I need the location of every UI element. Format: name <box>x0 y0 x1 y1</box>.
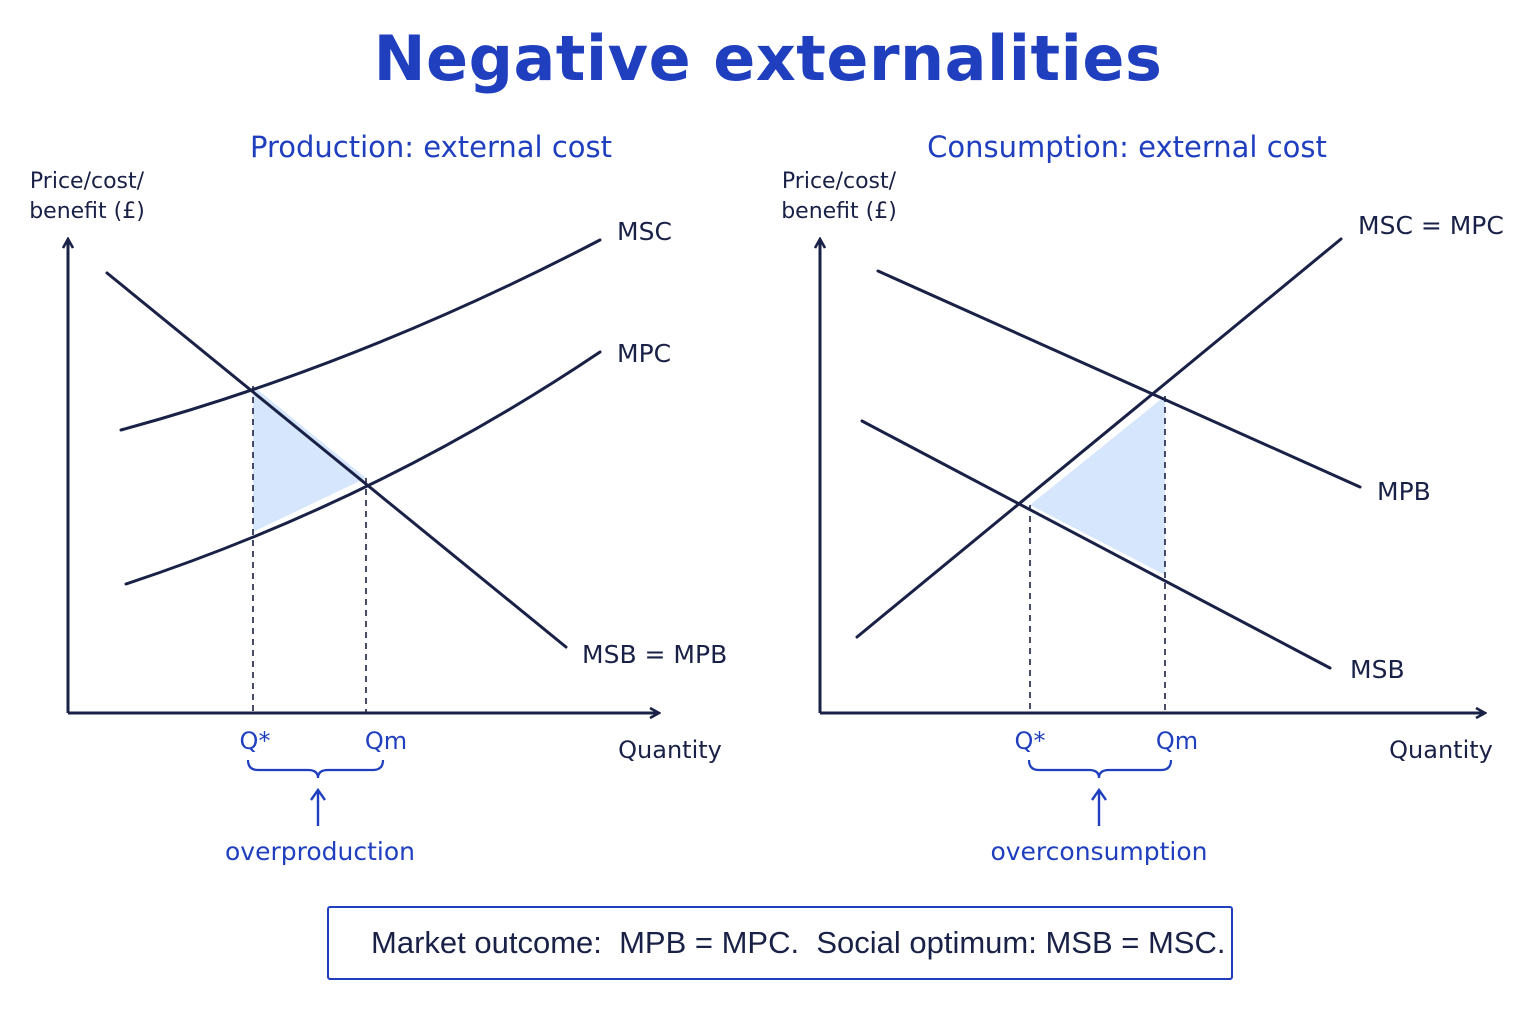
production-y-axis-label-line2: benefit (£) <box>29 199 145 224</box>
production-up-arrow <box>310 787 326 826</box>
production-panel-title: Production: external cost <box>250 130 612 164</box>
production-msb-mpb-curve <box>105 271 568 649</box>
production-qstar-label: Q* <box>240 727 271 755</box>
consumption-msc-mpc-curve <box>855 237 1343 639</box>
consumption-up-arrow <box>1091 787 1107 826</box>
consumption-msb-curve <box>860 419 1332 670</box>
production-msc-curve <box>119 238 602 432</box>
production-mpc-curve <box>124 350 602 586</box>
production-note: overproduction <box>225 837 415 866</box>
page-title: Negative externalities <box>373 22 1163 95</box>
consumption-qm-label: Qm <box>1156 727 1198 755</box>
consumption-panel: Consumption: external cost Price/cost/ b… <box>781 130 1504 866</box>
production-msb-mpb-label: MSB = MPB <box>582 640 727 669</box>
consumption-brace <box>1027 759 1173 779</box>
production-panel: Production: external cost Price/cost/ be… <box>29 130 727 866</box>
production-mpc-label: MPC <box>617 339 671 368</box>
summary-text: Market outcome: MPB = MPC. Social optimu… <box>371 925 1226 960</box>
consumption-x-axis-label: Quantity <box>1389 736 1493 764</box>
consumption-msc-mpc-label: MSC = MPC <box>1358 211 1504 240</box>
consumption-welfare-loss-area <box>1030 396 1165 575</box>
production-x-axis-label: Quantity <box>618 736 722 764</box>
consumption-mpb-curve <box>876 269 1362 489</box>
production-y-axis-label-line1: Price/cost/ <box>30 169 145 194</box>
consumption-mpb-label: MPB <box>1377 477 1431 506</box>
consumption-y-axis-label-line2: benefit (£) <box>781 199 897 224</box>
consumption-note: overconsumption <box>990 837 1207 866</box>
production-brace <box>246 759 385 779</box>
consumption-qstar-label: Q* <box>1015 727 1046 755</box>
consumption-panel-title: Consumption: external cost <box>927 130 1327 164</box>
production-welfare-loss-area <box>253 386 366 532</box>
consumption-y-axis-label-line1: Price/cost/ <box>782 169 897 194</box>
production-msc-label: MSC <box>617 217 672 246</box>
production-qm-label: Qm <box>365 727 407 755</box>
consumption-msb-label: MSB <box>1350 655 1405 684</box>
summary-box: Market outcome: MPB = MPC. Social optimu… <box>327 906 1233 980</box>
